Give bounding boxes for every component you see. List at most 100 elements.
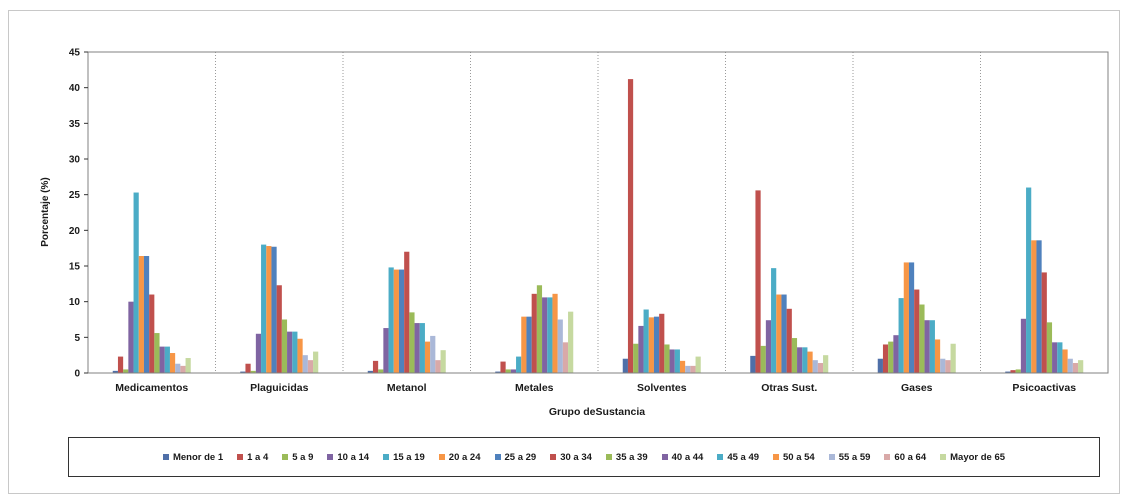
bar (1036, 240, 1042, 373)
legend-swatch (884, 454, 891, 460)
legend-label: Menor de 1 (172, 451, 224, 463)
bar (1046, 322, 1053, 373)
legend-label: 40 a 44 (671, 451, 704, 463)
bar (1072, 363, 1079, 373)
legend-swatch (162, 454, 169, 460)
x-axis-label: Grupo deSustancia (549, 406, 645, 418)
bar (271, 246, 277, 373)
legend-item: 30 a 34 (550, 452, 592, 463)
bar (791, 338, 798, 373)
bars (112, 79, 1084, 374)
bar (367, 370, 373, 373)
bar (622, 358, 628, 373)
legend-item: 60 a 64 (884, 452, 926, 463)
x-tick-label: Otras Sust. (761, 382, 817, 394)
legend-item: 25 a 29 (494, 452, 536, 463)
bar (812, 360, 818, 373)
bar (898, 298, 904, 373)
bar (123, 369, 129, 373)
bar (659, 313, 665, 373)
legend-label: 20 a 24 (448, 451, 481, 463)
bar (1057, 342, 1063, 373)
bar (495, 371, 501, 373)
legend-swatch (661, 454, 668, 460)
bar (149, 294, 155, 373)
bar (287, 331, 293, 373)
x-tick-label: Plaguicidas (250, 382, 309, 394)
bar (1005, 371, 1011, 373)
gridlines (215, 52, 981, 373)
bar (500, 361, 506, 373)
legend-item: 45 a 49 (717, 452, 759, 463)
bar (266, 246, 272, 373)
bar (562, 342, 569, 373)
y-tick-label: 25 (69, 190, 81, 201)
legend-label: 45 a 49 (727, 451, 760, 463)
legend-item: 35 a 39 (605, 452, 648, 463)
bar (919, 304, 925, 373)
legend-item: 40 a 44 (661, 451, 704, 463)
legend-label: Mayor de 65 (950, 451, 1006, 463)
legend-swatch (282, 454, 289, 460)
bar (648, 317, 654, 373)
bar (924, 320, 930, 373)
bar (175, 363, 181, 373)
bar (180, 365, 186, 373)
y-tick-label: 15 (69, 262, 81, 273)
x-tick-label: Gases (901, 382, 933, 394)
bar (807, 351, 813, 373)
legend-item: Menor de 1 (162, 451, 224, 463)
bar (547, 297, 553, 373)
bar (164, 346, 170, 373)
bar (823, 355, 829, 373)
bar (307, 360, 314, 373)
bar (138, 256, 144, 373)
bar (531, 293, 537, 373)
y-axis-label: Porcentaje (%) (40, 177, 51, 246)
legend-label: 60 a 64 (894, 451, 927, 463)
bar (1067, 358, 1073, 373)
bar (169, 353, 176, 373)
bar (760, 345, 766, 373)
x-tick-label: Metanol (387, 382, 427, 394)
bar (643, 309, 649, 373)
bar (1078, 360, 1084, 373)
legend-swatch (773, 454, 780, 460)
bar (750, 355, 756, 373)
bar (117, 356, 124, 373)
bar (776, 294, 782, 373)
legend-swatch (605, 454, 612, 460)
bar (765, 320, 772, 373)
bar (424, 341, 431, 373)
bar (372, 360, 379, 373)
bar (908, 262, 915, 373)
bar (261, 244, 267, 373)
bar (674, 349, 680, 373)
bar (664, 344, 670, 373)
bar (882, 344, 889, 373)
bar (950, 343, 956, 373)
bar (276, 285, 282, 373)
bar (510, 369, 517, 373)
bar (250, 370, 256, 373)
bar (633, 343, 639, 373)
bar (185, 358, 191, 373)
bar (128, 301, 134, 373)
bar (440, 350, 446, 373)
bar (419, 323, 425, 373)
y-tick-label: 20 (69, 226, 81, 237)
bar (1015, 369, 1021, 373)
bar (302, 355, 308, 373)
bar (388, 267, 394, 373)
bar (940, 358, 946, 373)
bar (240, 371, 246, 373)
legend-swatch (550, 454, 557, 460)
bar (1020, 318, 1027, 373)
legend-swatch (717, 454, 724, 460)
bar (695, 356, 701, 373)
bar (133, 192, 139, 373)
legend-item: 50 a 54 (773, 452, 815, 463)
legend-swatch (438, 454, 445, 460)
legend-item: 15 a 19 (383, 452, 425, 463)
bar (1010, 370, 1016, 373)
